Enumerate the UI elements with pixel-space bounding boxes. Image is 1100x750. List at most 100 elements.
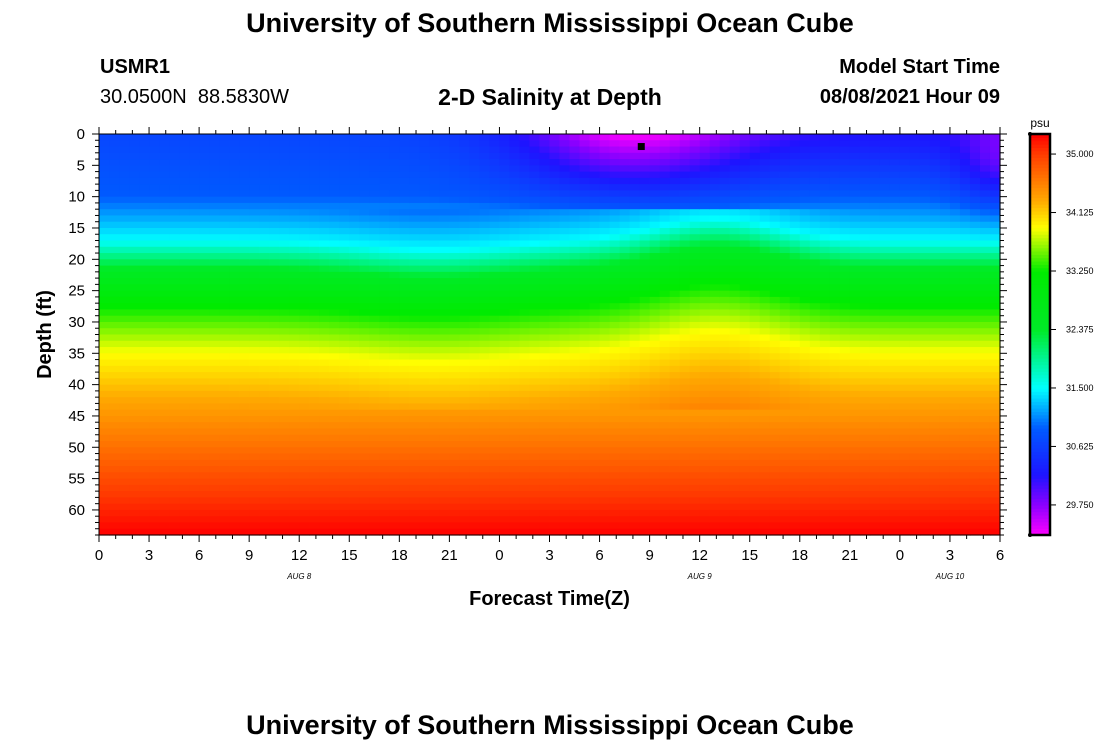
heatmap-cell bbox=[679, 484, 691, 492]
heatmap-cell bbox=[249, 134, 260, 141]
heatmap-cell bbox=[419, 146, 430, 154]
heatmap-cell bbox=[639, 372, 651, 379]
heatmap-cell bbox=[669, 209, 681, 217]
heatmap-cell bbox=[869, 509, 881, 517]
heatmap-cell bbox=[749, 491, 761, 499]
heatmap-cell bbox=[349, 215, 360, 223]
heatmap-cell bbox=[689, 397, 701, 405]
heatmap-cell bbox=[479, 296, 491, 304]
heatmap-cell bbox=[419, 459, 430, 467]
heatmap-cell bbox=[829, 196, 841, 204]
heatmap-cell bbox=[679, 278, 691, 285]
heatmap-cell bbox=[269, 359, 280, 367]
heatmap-cell bbox=[649, 466, 661, 473]
heatmap-cell bbox=[389, 503, 400, 511]
heatmap-cell bbox=[379, 516, 390, 524]
heatmap-cell bbox=[219, 447, 230, 455]
heatmap-cell bbox=[529, 140, 541, 148]
heatmap-cell bbox=[819, 177, 831, 185]
heatmap-cell bbox=[429, 359, 440, 367]
heatmap-cell bbox=[419, 340, 430, 348]
heatmap-cell bbox=[279, 265, 290, 273]
heatmap-cell bbox=[809, 497, 821, 505]
heatmap-cell bbox=[289, 453, 300, 461]
heatmap-cell bbox=[219, 509, 230, 517]
heatmap-cell bbox=[809, 140, 821, 148]
heatmap-cell bbox=[329, 271, 340, 279]
heatmap-cell bbox=[389, 397, 400, 405]
heatmap-cell bbox=[109, 278, 120, 285]
heatmap-cell bbox=[359, 459, 370, 467]
heatmap-cell bbox=[309, 415, 320, 423]
heatmap-cell bbox=[169, 171, 180, 179]
heatmap-cell bbox=[719, 422, 731, 430]
heatmap-cell bbox=[339, 478, 350, 486]
heatmap-cell bbox=[679, 215, 691, 223]
heatmap-cell bbox=[189, 522, 200, 530]
heatmap-cell bbox=[269, 528, 280, 536]
heatmap-cell bbox=[779, 284, 791, 292]
heatmap-cell bbox=[659, 509, 671, 517]
heatmap-cell bbox=[749, 522, 761, 530]
heatmap-cell bbox=[349, 165, 360, 173]
heatmap-cell bbox=[399, 415, 410, 423]
heatmap-cell bbox=[399, 165, 410, 173]
heatmap-cell bbox=[539, 221, 551, 229]
heatmap-cell bbox=[489, 196, 501, 204]
heatmap-cell bbox=[549, 497, 561, 505]
heatmap-cell bbox=[239, 290, 250, 298]
heatmap-cell bbox=[549, 221, 561, 229]
heatmap-cell bbox=[839, 315, 851, 323]
heatmap-cell bbox=[699, 409, 711, 417]
heatmap-cell bbox=[749, 296, 761, 304]
heatmap-cell bbox=[279, 334, 290, 342]
heatmap-cell bbox=[219, 253, 230, 260]
heatmap-cell bbox=[619, 390, 631, 398]
heatmap-cell bbox=[249, 177, 260, 185]
heatmap-cell bbox=[509, 478, 521, 486]
heatmap-cell bbox=[619, 359, 631, 367]
heatmap-cell bbox=[779, 184, 791, 191]
heatmap-cell bbox=[439, 290, 450, 298]
heatmap-cell bbox=[819, 284, 831, 292]
heatmap-cell bbox=[859, 328, 871, 336]
heatmap-cell bbox=[589, 134, 601, 141]
heatmap-cell bbox=[869, 140, 881, 148]
heatmap-cell bbox=[579, 441, 591, 448]
heatmap-cell bbox=[319, 509, 330, 517]
heatmap-cell bbox=[769, 240, 781, 248]
heatmap-cell bbox=[609, 472, 621, 480]
heatmap-cell bbox=[839, 353, 851, 361]
heatmap-cell bbox=[699, 134, 711, 141]
heatmap-cell bbox=[119, 497, 130, 505]
heatmap-cell bbox=[339, 177, 350, 185]
heatmap-cell bbox=[569, 516, 581, 524]
heatmap-cell bbox=[589, 177, 601, 185]
heatmap-cell bbox=[349, 472, 360, 480]
heatmap-cell bbox=[109, 177, 120, 185]
heatmap-cell bbox=[349, 415, 360, 423]
heatmap-cell bbox=[839, 159, 851, 166]
heatmap-cell bbox=[109, 309, 120, 317]
heatmap-cell bbox=[179, 140, 190, 148]
heatmap-cell bbox=[809, 347, 821, 354]
heatmap-cell bbox=[799, 134, 811, 141]
heatmap-cell bbox=[709, 359, 721, 367]
heatmap-cell bbox=[859, 497, 871, 505]
heatmap-cell bbox=[339, 240, 350, 248]
heatmap-cell bbox=[859, 409, 871, 417]
heatmap-cell bbox=[219, 353, 230, 361]
heatmap-cell bbox=[529, 227, 541, 235]
heatmap-cell bbox=[279, 365, 290, 373]
heatmap-cell bbox=[589, 459, 601, 467]
heatmap-cell bbox=[129, 484, 140, 492]
heatmap-cell bbox=[849, 309, 861, 317]
heatmap-cell bbox=[669, 309, 681, 317]
heatmap-cell bbox=[239, 478, 250, 486]
heatmap-cell bbox=[749, 409, 761, 417]
heatmap-cell bbox=[369, 478, 380, 486]
heatmap-cell bbox=[399, 152, 410, 160]
heatmap-cell bbox=[819, 409, 831, 417]
heatmap-cell bbox=[99, 146, 110, 154]
heatmap-cell bbox=[539, 397, 551, 405]
